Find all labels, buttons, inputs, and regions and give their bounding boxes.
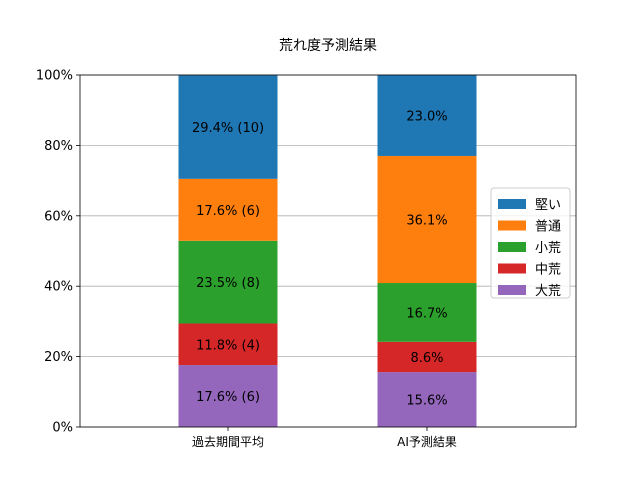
bar-segment: [178, 365, 278, 427]
y-tick-label: 40%: [44, 280, 73, 295]
bar-segment: [377, 75, 477, 156]
legend-swatch: [498, 285, 526, 295]
legend-label: 中荒: [535, 263, 561, 278]
x-tick-label: 過去期間平均: [192, 435, 264, 449]
y-tick-label: 100%: [36, 69, 73, 84]
data-label: 17.6% (6): [196, 204, 260, 219]
bar-segment: [178, 178, 278, 241]
data-label: 23.0%: [406, 109, 447, 124]
data-label: 8.6%: [410, 351, 443, 366]
data-label: 17.6% (6): [196, 390, 260, 405]
bar-segment: [377, 341, 477, 373]
legend-label: 堅い: [535, 198, 561, 213]
legend-swatch: [498, 220, 526, 231]
data-label: 29.4% (10): [192, 121, 264, 136]
data-label: 36.1%: [406, 213, 447, 228]
data-label: 16.7%: [406, 306, 447, 321]
x-tick-label: AI予測結果: [397, 435, 457, 449]
data-label: 11.8% (4): [196, 338, 260, 353]
legend-swatch: [498, 242, 526, 252]
y-tick-label: 80%: [44, 139, 73, 154]
bar-segment: [377, 372, 477, 427]
y-tick-label: 0%: [52, 421, 73, 436]
data-label: 15.6%: [406, 394, 447, 409]
bar-segment: [178, 323, 278, 366]
plot-frame: [79, 74, 577, 428]
legend-label: 大荒: [535, 284, 561, 299]
chart-title: 荒れ度予測結果: [279, 38, 377, 54]
bar-segment: [377, 155, 477, 284]
bar-segment: [178, 240, 278, 324]
bar-segment: [377, 283, 477, 342]
y-tick-label: 20%: [44, 350, 73, 365]
bar-segment: [178, 75, 278, 179]
y-tick-label: 60%: [44, 209, 73, 224]
legend-label: 小荒: [535, 241, 561, 256]
data-label: 23.5% (8): [196, 276, 260, 291]
legend-swatch: [498, 199, 526, 209]
legend-label: 普通: [535, 220, 561, 235]
legend-swatch: [498, 263, 526, 274]
